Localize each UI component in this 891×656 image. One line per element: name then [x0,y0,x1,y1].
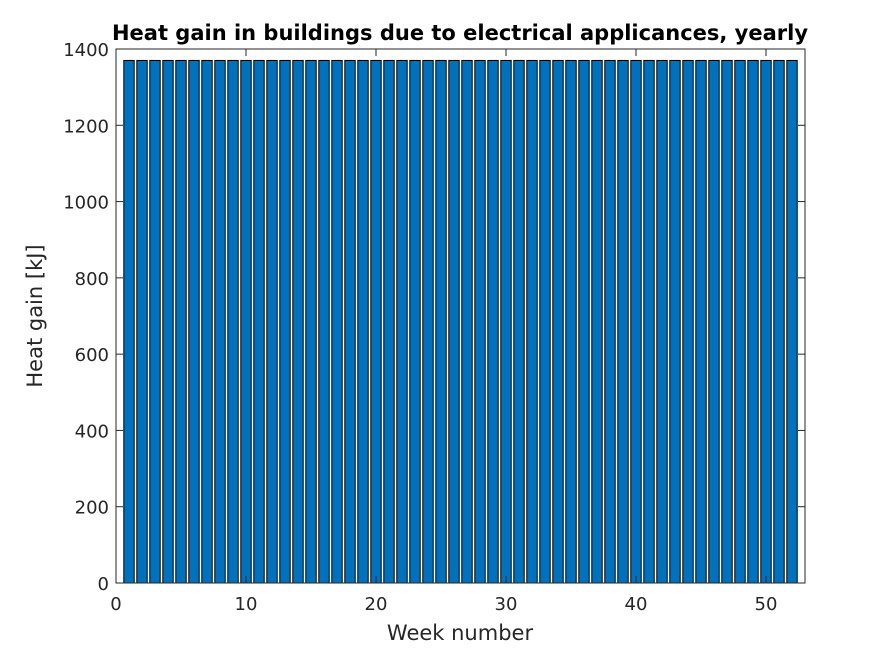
bar-week-10 [240,59,252,584]
y-tick-label: 600 [75,345,109,366]
bar-week-11 [253,59,265,584]
bar-week-13 [279,59,291,584]
bar-week-22 [396,59,408,584]
x-axis-label: Week number [387,621,534,645]
bar-week-35 [565,59,577,584]
bar-week-4 [162,59,174,584]
bar-week-36 [578,59,590,584]
y-tick-label: 400 [75,421,109,442]
bar-week-30 [500,59,512,584]
x-tick-label: 10 [235,594,258,615]
bar-week-42 [656,59,668,584]
y-tick-label: 1400 [63,40,109,61]
bar-week-20 [370,59,382,584]
x-tick-label: 0 [110,594,121,615]
bar-week-6 [188,59,200,584]
bar-week-28 [474,59,486,584]
bar-week-44 [682,59,694,584]
bar-week-8 [214,59,226,584]
bar-week-27 [461,59,473,584]
bar-week-45 [695,59,707,584]
y-tick-label: 0 [98,574,109,595]
bar-week-21 [383,59,395,584]
y-tick-label: 1000 [63,193,109,214]
bar-week-51 [773,59,785,584]
axes-group [115,48,806,584]
chart-title: Heat gain in buildings due to electrical… [112,21,808,45]
bar-week-46 [708,59,720,584]
bar-week-9 [227,59,239,584]
bar-week-31 [513,59,525,584]
y-tick-label: 800 [75,269,109,290]
bar-week-47 [721,59,733,584]
bar-week-16 [318,59,330,584]
bar-week-5 [175,59,187,584]
bar-week-17 [331,59,343,584]
bar-week-33 [539,59,551,584]
bar-week-7 [201,59,213,584]
y-tick-label: 200 [75,498,109,519]
bar-week-18 [344,59,356,584]
bar-week-43 [669,59,681,584]
bar-week-32 [526,59,538,584]
bar-week-23 [409,59,421,584]
bar-week-49 [747,59,759,584]
bar-week-40 [630,59,642,584]
y-tick-label: 1200 [63,116,109,137]
bar-week-34 [552,59,564,584]
x-tick-label: 20 [365,594,388,615]
bar-week-2 [136,59,148,584]
bar-week-41 [643,59,655,584]
y-axis-label: Heat gain [kJ] [23,244,47,387]
bar-week-19 [357,59,369,584]
x-tick-label: 40 [625,594,648,615]
bar-week-12 [266,59,278,584]
ticks-group: 0 10 20 30 40 50 0 200 400 600 800 1000 1200 1400 [63,40,805,615]
bar-week-15 [305,59,317,584]
bar-week-29 [487,59,499,584]
plot-frame [115,48,806,584]
x-tick-label: 30 [495,594,518,615]
x-tick-label: 50 [755,594,778,615]
bar-week-48 [734,59,746,584]
bar-week-1 [123,59,135,584]
bar-week-38 [604,59,616,584]
bar-week-52 [786,59,798,584]
bar-week-14 [292,59,304,584]
bar-week-3 [149,59,161,584]
bar-week-39 [617,59,629,584]
bar-week-24 [422,59,434,584]
bar-week-37 [591,59,603,584]
bar-week-50 [760,59,772,584]
bar-week-26 [448,59,460,584]
bar-week-25 [435,59,447,584]
